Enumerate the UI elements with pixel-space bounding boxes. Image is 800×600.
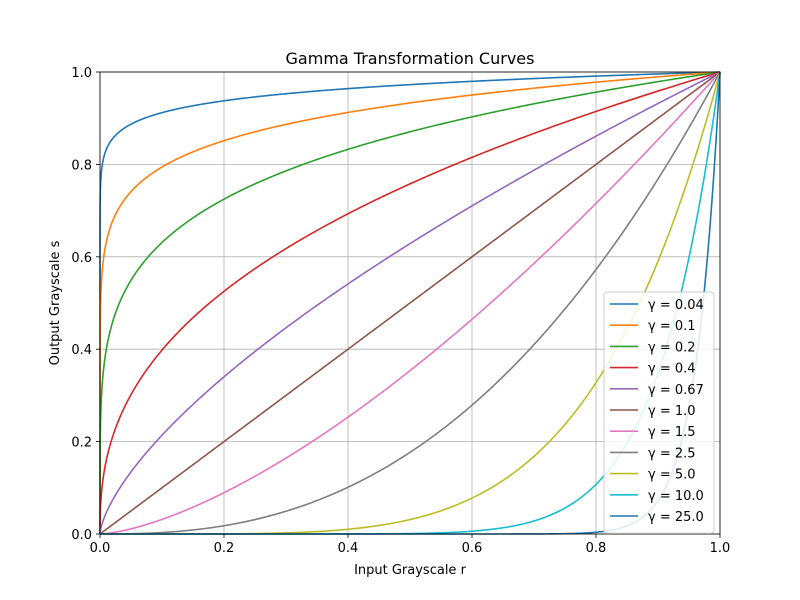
chart-title: Gamma Transformation Curves <box>286 49 535 68</box>
x-tick-label: 0.8 <box>586 541 607 556</box>
y-tick-label: 1.0 <box>71 66 92 81</box>
plot-frame <box>99 71 721 535</box>
x-tick-label: 0.6 <box>462 541 483 556</box>
y-axis-label: Output Grayscale s <box>48 240 63 365</box>
legend-entry: γ = 0.2 <box>648 340 696 355</box>
y-tick-label: 0.0 <box>71 528 92 543</box>
x-tick-label: 0.0 <box>90 541 111 556</box>
series-line-1 <box>99 71 721 534</box>
legend-entry: γ = 1.5 <box>648 425 696 440</box>
x-axis-label: Input Grayscale r <box>354 563 467 578</box>
legend-entry: γ = 25.0 <box>648 510 704 525</box>
legend: γ = 0.04 γ = 0.1 γ = 0.2 γ = 0.4 γ = 0.67 γ =… <box>603 291 715 534</box>
legend-entry: γ = 2.5 <box>648 446 696 461</box>
series-line-2 <box>99 71 721 534</box>
legend-entry: γ = 0.4 <box>648 362 696 377</box>
legend-entry: γ = 1.0 <box>648 404 696 419</box>
axis-ticks: 0.0 0.2 0.4 0.6 0.8 1.0 0.0 0.2 0.4 0.6 0.8 1.0 <box>71 66 730 556</box>
y-tick-label: 0.2 <box>71 436 92 451</box>
series-line-7 <box>100 71 721 535</box>
series-line-5 <box>99 71 721 535</box>
y-tick-label: 0.6 <box>71 251 92 266</box>
legend-entry: γ = 0.67 <box>648 383 704 398</box>
legend-entry: γ = 10.0 <box>648 489 704 504</box>
legend-entry: γ = 5.0 <box>648 468 696 483</box>
y-tick-label: 0.8 <box>71 158 92 173</box>
series-line-6 <box>99 71 721 535</box>
x-tick-label: 1.0 <box>710 541 731 556</box>
series-line-3 <box>99 71 721 534</box>
series-line-4 <box>99 71 721 534</box>
series-line-0 <box>99 71 721 534</box>
x-tick-label: 0.2 <box>214 541 235 556</box>
legend-entry: γ = 0.1 <box>648 319 696 334</box>
y-tick-label: 0.4 <box>71 343 92 358</box>
legend-entry: γ = 0.04 <box>648 298 704 313</box>
x-tick-label: 0.4 <box>338 541 359 556</box>
